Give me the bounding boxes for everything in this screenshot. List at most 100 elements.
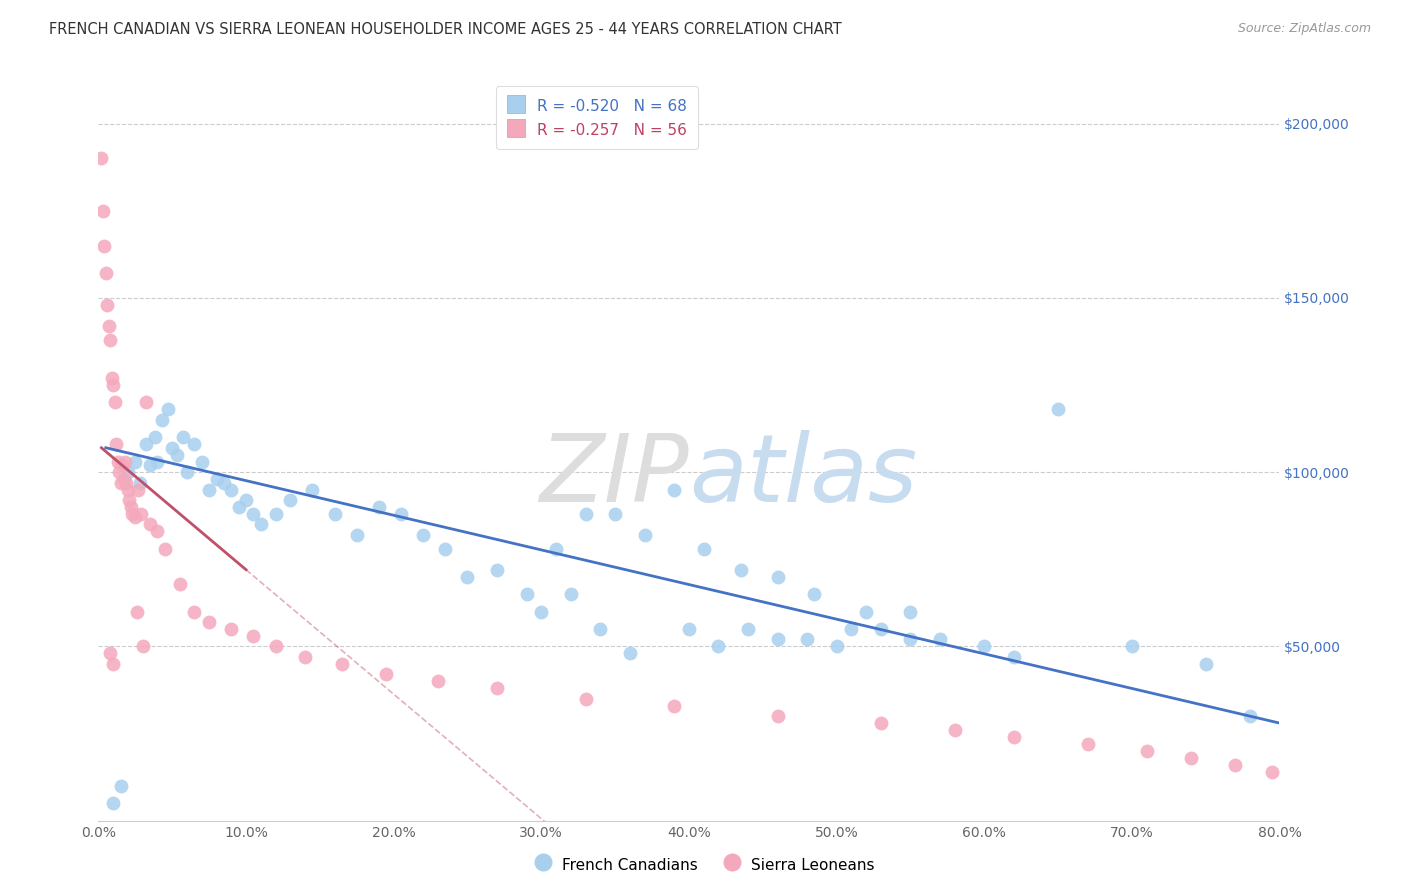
- Point: [825, 640, 848, 654]
- Point: [546, 541, 568, 556]
- Point: [228, 500, 250, 514]
- Point: [900, 605, 922, 619]
- Point: [96, 298, 118, 312]
- Point: [118, 493, 141, 508]
- Text: FRENCH CANADIAN VS SIERRA LEONEAN HOUSEHOLDER INCOME AGES 25 - 44 YEARS CORRELAT: FRENCH CANADIAN VS SIERRA LEONEAN HOUSEH…: [49, 22, 842, 37]
- Point: [90, 152, 112, 166]
- Point: [330, 657, 353, 671]
- Text: ZIP: ZIP: [540, 431, 689, 522]
- Point: [166, 448, 188, 462]
- Point: [250, 517, 273, 532]
- Point: [280, 493, 302, 508]
- Point: [156, 402, 179, 417]
- Point: [301, 483, 323, 497]
- Point: [112, 472, 135, 486]
- Point: [135, 395, 157, 409]
- Point: [198, 615, 221, 629]
- Point: [162, 441, 183, 455]
- Point: [855, 605, 877, 619]
- Point: [575, 691, 598, 706]
- Point: [121, 507, 143, 521]
- Point: [841, 622, 863, 636]
- Point: [176, 465, 198, 479]
- Point: [221, 622, 243, 636]
- Point: [110, 475, 132, 490]
- Point: [97, 318, 120, 333]
- Point: [730, 563, 752, 577]
- Point: [803, 587, 825, 601]
- Point: [135, 437, 157, 451]
- Point: [264, 507, 287, 521]
- Point: [114, 455, 136, 469]
- Point: [235, 493, 257, 508]
- Point: [153, 541, 176, 556]
- Point: [183, 605, 205, 619]
- Point: [870, 622, 893, 636]
- Point: [766, 570, 789, 584]
- Legend: R = -0.520   N = 68, R = -0.257   N = 56: R = -0.520 N = 68, R = -0.257 N = 56: [496, 87, 697, 149]
- Point: [368, 500, 391, 514]
- Point: [427, 674, 450, 689]
- Point: [1225, 757, 1247, 772]
- Point: [766, 632, 789, 647]
- Point: [323, 507, 346, 521]
- Point: [389, 507, 412, 521]
- Point: [1047, 402, 1070, 417]
- Point: [1180, 751, 1202, 765]
- Point: [575, 507, 598, 521]
- Point: [619, 646, 641, 660]
- Point: [693, 541, 716, 556]
- Point: [94, 267, 117, 281]
- Point: [486, 681, 509, 696]
- Point: [98, 646, 121, 660]
- Point: [139, 458, 162, 472]
- Point: [1002, 730, 1025, 744]
- Point: [242, 629, 264, 643]
- Point: [146, 455, 169, 469]
- Point: [108, 465, 131, 479]
- Point: [139, 517, 162, 532]
- Point: [264, 640, 287, 654]
- Point: [93, 238, 115, 252]
- Point: [110, 779, 132, 793]
- Point: [125, 605, 148, 619]
- Point: [766, 709, 789, 723]
- Point: [111, 458, 134, 472]
- Point: [346, 528, 368, 542]
- Point: [198, 483, 221, 497]
- Point: [104, 395, 127, 409]
- Point: [375, 667, 398, 681]
- Point: [98, 333, 121, 347]
- Point: [172, 430, 194, 444]
- Point: [242, 507, 264, 521]
- Point: [146, 524, 169, 539]
- Point: [412, 528, 434, 542]
- Point: [1136, 744, 1159, 758]
- Point: [117, 483, 139, 497]
- Point: [169, 576, 191, 591]
- Point: [589, 622, 612, 636]
- Point: [115, 475, 138, 490]
- Point: [943, 723, 966, 737]
- Point: [107, 455, 129, 469]
- Point: [530, 605, 553, 619]
- Point: [150, 413, 173, 427]
- Point: [1121, 640, 1143, 654]
- Point: [132, 640, 155, 654]
- Point: [127, 483, 149, 497]
- Point: [796, 632, 818, 647]
- Point: [900, 632, 922, 647]
- Point: [124, 510, 146, 524]
- Point: [1239, 709, 1261, 723]
- Point: [221, 483, 243, 497]
- Point: [129, 507, 152, 521]
- Point: [516, 587, 538, 601]
- Point: [664, 698, 686, 713]
- Point: [1261, 764, 1284, 779]
- Point: [1275, 768, 1298, 782]
- Point: [294, 649, 316, 664]
- Point: [737, 622, 759, 636]
- Point: [103, 378, 125, 392]
- Point: [205, 472, 228, 486]
- Point: [929, 632, 952, 647]
